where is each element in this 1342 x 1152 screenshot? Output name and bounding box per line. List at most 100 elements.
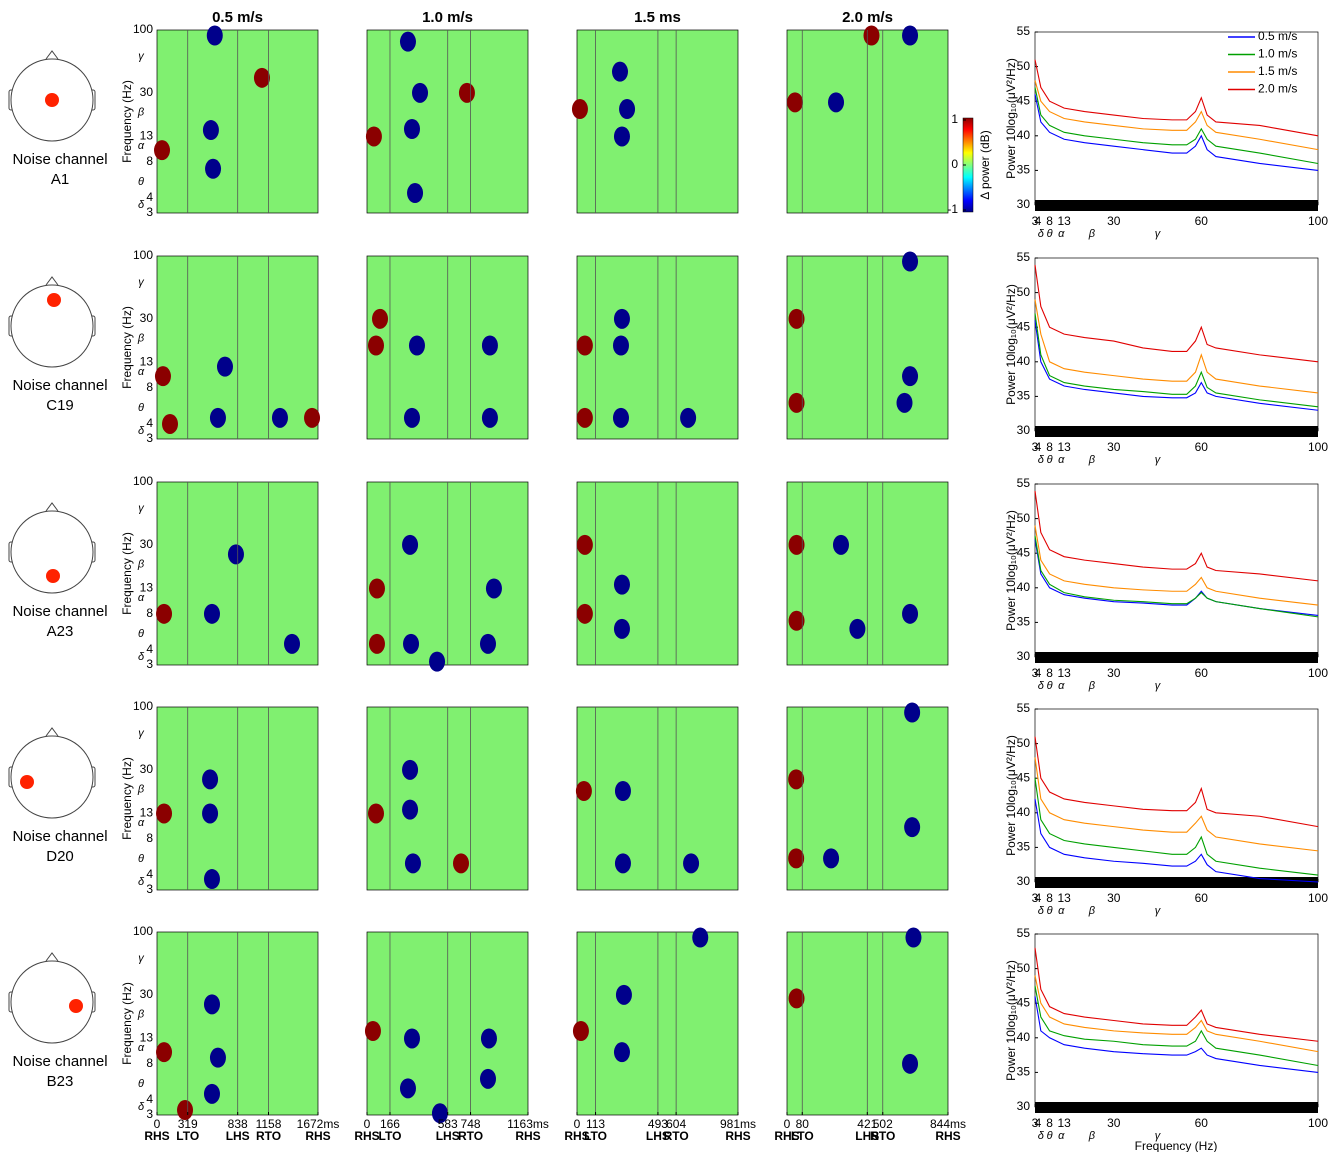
y-axis-label: Frequency (Hz)	[120, 757, 134, 840]
psd-x-tick-label: 100	[1308, 214, 1328, 228]
y-tick-label: 3	[146, 205, 153, 219]
channel-dot	[69, 999, 83, 1013]
psd-y-tick-label: 40	[1017, 580, 1031, 594]
y-tick-label: 100	[133, 924, 153, 938]
significant-blob	[482, 408, 498, 428]
psd-y-tick-label: 55	[1017, 250, 1031, 264]
psd-band-label: α	[1058, 228, 1065, 240]
band-label: θ	[138, 853, 144, 865]
channel-dot	[20, 775, 34, 789]
spectrogram-bg	[577, 932, 738, 1115]
band-label: θ	[138, 628, 144, 640]
y-tick-label: 4	[146, 190, 153, 204]
psd-y-tick-label: 35	[1017, 163, 1031, 177]
significant-blob	[204, 869, 220, 889]
significant-blob	[614, 575, 630, 595]
head-nose	[46, 728, 58, 736]
channel-dot	[45, 93, 59, 107]
significant-blob	[366, 126, 382, 146]
psd-frame	[1035, 934, 1318, 1107]
channel-name: A1	[51, 171, 69, 188]
significant-blob	[577, 335, 593, 355]
psd-line	[1035, 491, 1318, 581]
significant-blob	[405, 853, 421, 873]
column-title: 2.0 m/s	[842, 9, 893, 26]
psd-line	[1035, 976, 1318, 1052]
significant-blob	[680, 408, 696, 428]
psd-band-label: α	[1058, 905, 1065, 917]
significant-blob	[400, 32, 416, 52]
channel-caption: Noise channel	[12, 151, 107, 168]
significant-blob	[402, 760, 418, 780]
psd-y-tick-label: 45	[1017, 545, 1031, 559]
channel-name: D20	[46, 848, 74, 865]
psd-y-tick-label: 30	[1017, 1099, 1031, 1113]
psd-y-tick-label: 30	[1017, 423, 1031, 437]
psd-x-tick-label: 8	[1046, 891, 1053, 905]
event-label: RHS	[515, 1129, 540, 1143]
band-label: θ	[138, 1078, 144, 1090]
colorbar-tick-label: 1	[951, 112, 958, 126]
band-label: γ	[138, 503, 145, 515]
significant-blob	[400, 1078, 416, 1098]
significant-blob	[615, 781, 631, 801]
psd-band-label: β	[1088, 680, 1096, 692]
psd-x-tick-label: 100	[1308, 891, 1328, 905]
psd-y-tick-label: 35	[1017, 840, 1031, 854]
channel-name: A23	[47, 623, 74, 640]
band-label: β	[137, 332, 145, 344]
significant-blob	[429, 652, 445, 672]
psd-x-tick-label: 60	[1195, 214, 1209, 228]
significant-blob	[614, 126, 630, 146]
significant-blob	[480, 634, 496, 654]
psd-x-tick-label: 30	[1107, 214, 1121, 228]
psd-y-tick-label: 55	[1017, 926, 1031, 940]
psd-x-tick-label: 8	[1046, 666, 1053, 680]
band-label: δ	[138, 651, 145, 663]
event-label: LTO	[379, 1129, 402, 1143]
spectrogram-bg	[577, 30, 738, 213]
significant-blob	[204, 994, 220, 1014]
head-nose	[46, 953, 58, 961]
significant-blob	[207, 25, 223, 45]
psd-y-label: Power 10log₁₀(μV²/Hz)	[1004, 510, 1018, 631]
significant-blob	[402, 800, 418, 820]
significant-blob	[369, 634, 385, 654]
significant-blob	[272, 408, 288, 428]
column-title: 1.0 m/s	[422, 9, 473, 26]
significant-blob	[480, 1069, 496, 1089]
y-tick-label: 100	[133, 474, 153, 488]
significant-blob	[619, 99, 635, 119]
y-tick-label: 4	[146, 416, 153, 430]
significant-blob	[407, 183, 423, 203]
psd-band-label: α	[1058, 454, 1065, 466]
significant-blob	[156, 1042, 172, 1062]
significant-blob	[614, 619, 630, 639]
y-tick-label: 30	[140, 987, 154, 1001]
significant-blob	[614, 1042, 630, 1062]
significant-blob	[210, 408, 226, 428]
psd-y-tick-label: 45	[1017, 995, 1031, 1009]
colorbar-tick-label: -1	[947, 202, 958, 216]
psd-y-tick-label: 55	[1017, 24, 1031, 38]
significant-blob	[404, 1028, 420, 1048]
channel-caption: Noise channel	[12, 1053, 107, 1070]
band-label: β	[137, 106, 145, 118]
psd-y-tick-label: 30	[1017, 649, 1031, 663]
significant-blob	[904, 702, 920, 722]
y-tick-label: 30	[140, 537, 154, 551]
spectrogram-bg	[577, 482, 738, 665]
band-label: γ	[138, 277, 145, 289]
significant-blob	[692, 927, 708, 947]
significant-blob	[412, 83, 428, 103]
psd-y-tick-label: 40	[1017, 354, 1031, 368]
band-label: β	[137, 1008, 145, 1020]
significant-blob	[284, 634, 300, 654]
channel-dot	[46, 569, 60, 583]
psd-line	[1035, 94, 1318, 170]
psd-band-label: α	[1058, 1130, 1065, 1142]
psd-band-label: θ	[1047, 680, 1053, 692]
significant-blob	[823, 848, 839, 868]
event-label: RHS	[305, 1129, 330, 1143]
psd-bar	[1035, 426, 1318, 437]
